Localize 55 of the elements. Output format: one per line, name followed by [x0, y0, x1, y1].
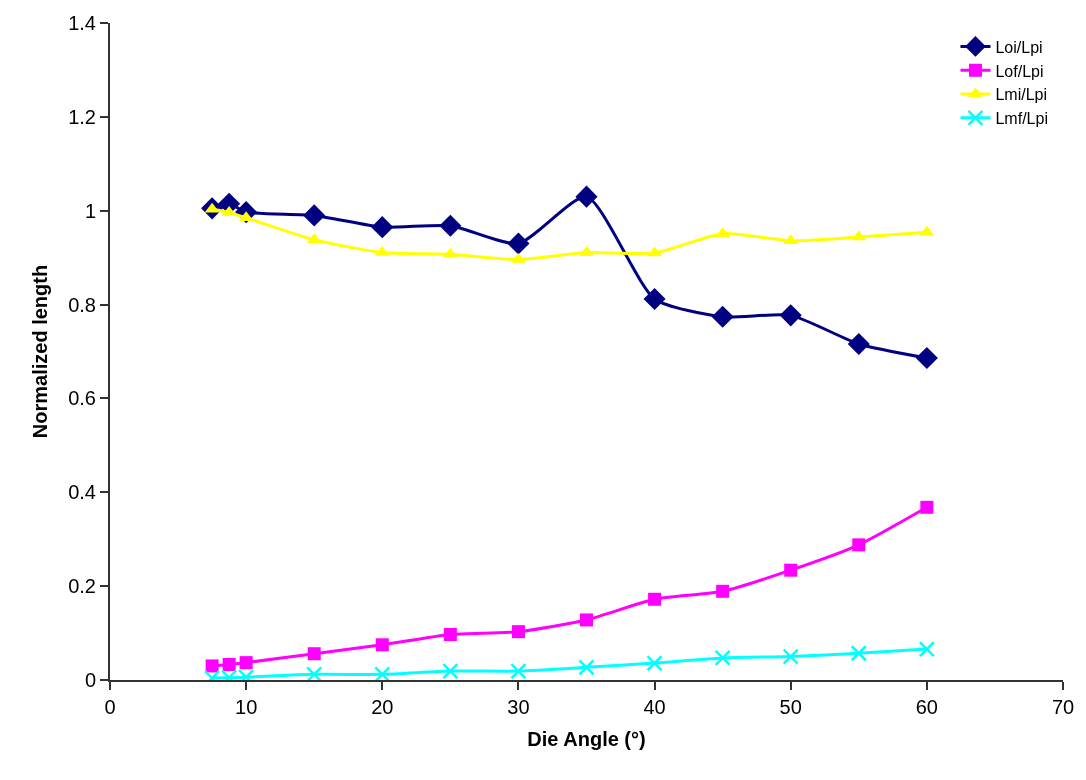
y-tick-label: 1.4 — [68, 12, 96, 34]
point — [442, 662, 459, 680]
point — [850, 645, 868, 662]
legend-label: Lmf/Lpi — [995, 110, 1048, 128]
point — [716, 584, 730, 598]
x-tick-label: 0 — [104, 696, 116, 718]
point — [782, 648, 799, 665]
point — [918, 640, 936, 658]
point — [915, 347, 938, 370]
x-axis-title: Die Angle (°) — [527, 728, 646, 750]
x-tick-label: 50 — [779, 696, 802, 718]
x-tick-label: 30 — [507, 696, 530, 718]
point — [648, 592, 662, 606]
point — [779, 304, 802, 327]
point — [375, 638, 389, 652]
y-tick-label: 0 — [84, 669, 96, 691]
point — [239, 656, 253, 670]
point — [580, 613, 593, 627]
point — [507, 232, 530, 255]
point — [711, 305, 734, 328]
y-tick-label: 0.2 — [68, 575, 96, 598]
x-tick-label: 70 — [1051, 696, 1075, 718]
point — [307, 647, 321, 661]
legend-label: Lof/Lpi — [995, 62, 1044, 80]
x-tick-label: 10 — [235, 696, 258, 718]
point — [714, 649, 731, 667]
point — [575, 185, 598, 208]
point — [646, 654, 663, 672]
y-axis-title: Normalized length — [29, 264, 52, 439]
point — [439, 214, 462, 237]
point — [920, 500, 934, 514]
point — [222, 658, 236, 672]
point — [303, 204, 326, 227]
point — [578, 659, 595, 676]
x-tick-label: 20 — [371, 696, 394, 718]
legend-label: Lmi/Lpi — [995, 86, 1048, 104]
point — [443, 627, 457, 641]
legend-label: Loi/Lpi — [995, 38, 1043, 56]
point — [510, 662, 527, 680]
x-tick-label: 60 — [915, 696, 938, 718]
point — [847, 332, 870, 356]
point — [371, 216, 394, 239]
y-tick-label: 0.8 — [68, 293, 96, 316]
point — [205, 659, 219, 673]
y-tick-label: 1.2 — [68, 105, 96, 128]
x-tick-label: 40 — [643, 696, 666, 718]
y-tick-label: 1 — [84, 199, 96, 222]
point — [784, 563, 798, 577]
point — [852, 538, 866, 552]
point — [305, 666, 323, 680]
y-tick-label: 0.4 — [68, 481, 96, 504]
point — [511, 625, 525, 639]
y-tick-label: 0.6 — [68, 387, 96, 410]
point — [374, 666, 391, 680]
point — [643, 287, 666, 310]
